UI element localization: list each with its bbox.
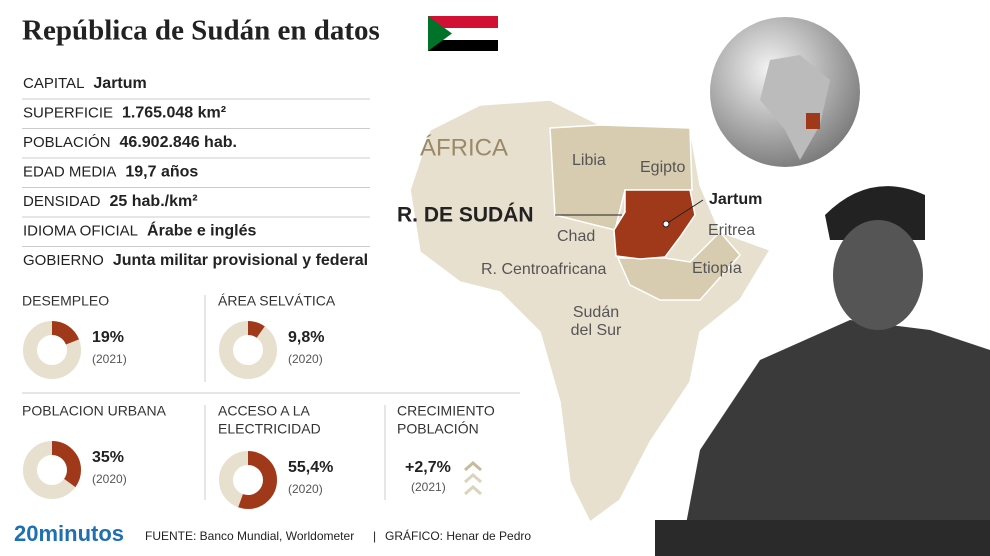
indicator-value: 55,4%: [288, 459, 333, 476]
indicator-title: ÁREA SELVÁTICA: [218, 293, 336, 309]
fact-value: Jartum: [93, 75, 146, 92]
globe-africa: [760, 55, 830, 160]
fact-label: SUPERFICIE: [23, 104, 113, 121]
indicator-title: POBLACIÓN: [397, 421, 479, 437]
fact-value: 25 hab./km²: [110, 193, 198, 210]
indicator-title: ACCESO A LA: [218, 403, 310, 419]
indicator-year: (2020): [288, 482, 323, 496]
neighbor: Sudán: [573, 304, 619, 321]
fact-value: 46.902.846 hab.: [120, 134, 237, 151]
country: R. DE SUDÁN: [397, 204, 534, 227]
fact-value: 1.765.048 km²: [122, 105, 226, 122]
fact-value: Árabe e inglés: [147, 221, 256, 240]
indicator-year: (2021): [411, 480, 446, 494]
brand: 20minutos: [14, 521, 124, 546]
indicator-title: ELECTRICIDAD: [218, 421, 321, 437]
arrow-icon: [464, 473, 482, 484]
neighbor: del Sur: [571, 322, 622, 339]
capital: Jartum: [709, 191, 762, 208]
indicator-year: (2020): [92, 472, 127, 486]
fact-value: Junta militar provisional y federal: [113, 252, 368, 269]
indicator-year: (2021): [92, 352, 127, 366]
indicator-value: 35%: [92, 449, 124, 466]
neighbor: Eritrea: [708, 222, 755, 239]
neighbor: Libia: [572, 152, 606, 169]
indicator-value: 9,8%: [288, 329, 324, 346]
fact-label: EDAD MEDIA: [23, 163, 116, 180]
source: FUENTE: Banco Mundial, Worldometer: [145, 529, 354, 543]
pointer: [665, 199, 704, 225]
flag: [428, 16, 498, 51]
donut-arc: [23, 321, 81, 379]
indicator-title: CRECIMIENTO: [397, 403, 495, 419]
indicator-title: DESEMPLEO: [22, 293, 109, 309]
arrow-icon: [464, 485, 482, 496]
indicators: DESEMPLEO 19% (2021) ÁREA SELVÁTICA 9,8% (202…: [22, 293, 495, 509]
fact-value: 19,7 años: [125, 164, 198, 181]
facts: CAPITAL Jartum SUPERFICIE 1.765.048 km² POBL…: [22, 75, 370, 269]
neighbor: R. Centroafricana: [481, 261, 606, 278]
neighbor: Etiopía: [692, 260, 742, 277]
title: República de Sudán en datos: [22, 15, 380, 47]
fact-label: CAPITAL: [23, 75, 84, 92]
indicator-year: (2020): [288, 352, 323, 366]
indicator-value: 19%: [92, 329, 124, 346]
continent: ÁFRICA: [420, 134, 508, 161]
sudan: [613, 189, 696, 260]
fact-label: POBLACIÓN: [23, 134, 111, 151]
separator-text: |: [373, 529, 376, 543]
donut-arc: [219, 451, 277, 509]
fact-label: IDIOMA OFICIAL: [23, 222, 138, 239]
donut-arc: [23, 441, 81, 499]
indicator-value: +2,7%: [405, 459, 451, 476]
arrow-icon: [464, 461, 482, 472]
neighbor: Egipto: [640, 159, 685, 176]
neighbors-south: [616, 230, 741, 301]
capital-dot: [662, 220, 670, 228]
globe-sudan: [806, 113, 820, 129]
credit: GRÁFICO: Henar de Pedro: [385, 528, 531, 543]
photo: [655, 186, 990, 556]
donut-arc: [219, 321, 277, 379]
indicator-title: POBLACION URBANA: [22, 403, 167, 419]
neighbor: Chad: [557, 228, 595, 245]
fact-label: GOBIERNO: [23, 252, 104, 269]
fact-label: DENSIDAD: [23, 193, 101, 210]
